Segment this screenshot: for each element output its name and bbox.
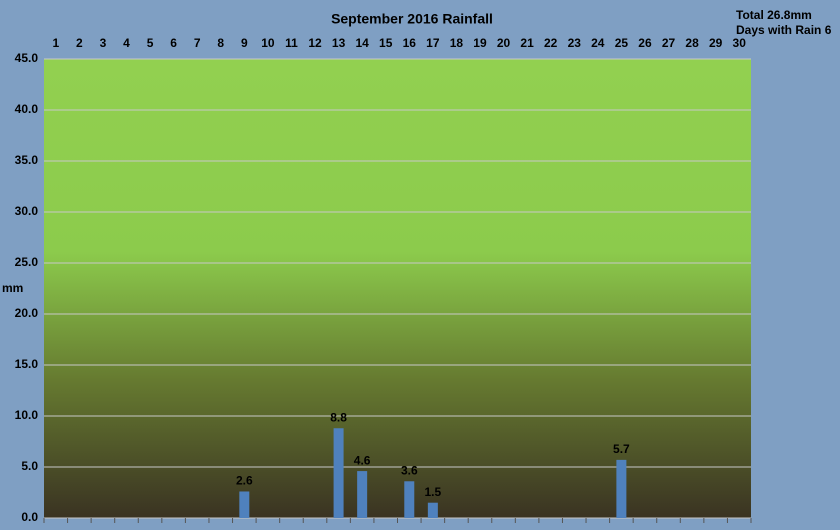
x-tick-label: 8 xyxy=(217,36,224,50)
x-tick-label: 16 xyxy=(403,36,417,50)
x-tick-label: 1 xyxy=(52,36,59,50)
y-tick-label: 15.0 xyxy=(15,357,39,371)
x-tick-label: 20 xyxy=(497,36,511,50)
x-tick-label: 17 xyxy=(426,36,440,50)
x-tick-label: 24 xyxy=(591,36,605,50)
x-tick-label: 23 xyxy=(568,36,582,50)
data-label: 3.6 xyxy=(401,463,418,477)
x-tick-label: 26 xyxy=(638,36,652,50)
bar xyxy=(333,428,344,518)
y-tick-label: 5.0 xyxy=(21,459,38,473)
x-tick-label: 7 xyxy=(194,36,201,50)
x-tick-label: 4 xyxy=(123,36,130,50)
x-tick-label: 29 xyxy=(709,36,723,50)
x-tick-label: 13 xyxy=(332,36,346,50)
x-tick-label: 14 xyxy=(355,36,369,50)
x-tick-label: 15 xyxy=(379,36,393,50)
y-tick-label: 45.0 xyxy=(15,51,39,65)
x-tick-label: 25 xyxy=(615,36,629,50)
annotation: Total 26.8mm xyxy=(736,8,812,22)
x-tick-label: 9 xyxy=(241,36,248,50)
x-tick-label: 21 xyxy=(520,36,534,50)
y-tick-label: 20.0 xyxy=(15,306,39,320)
data-label: 2.6 xyxy=(236,474,253,488)
y-tick-label: 40.0 xyxy=(15,102,39,116)
x-tick-label: 10 xyxy=(261,36,275,50)
bar xyxy=(427,502,438,518)
y-tick-label: 0.0 xyxy=(21,510,38,524)
bar xyxy=(616,459,627,518)
x-tick-label: 6 xyxy=(170,36,177,50)
x-tick-label: 11 xyxy=(285,36,298,50)
x-tick-label: 3 xyxy=(100,36,107,50)
y-tick-label: 25.0 xyxy=(15,255,39,269)
chart-title: September 2016 Rainfall xyxy=(331,11,493,27)
data-label: 4.6 xyxy=(354,453,371,467)
x-tick-label: 5 xyxy=(147,36,154,50)
x-tick-label: 22 xyxy=(544,36,558,50)
y-tick-label: 35.0 xyxy=(15,153,39,167)
y-tick-label: 30.0 xyxy=(15,204,39,218)
data-label: 5.7 xyxy=(613,442,630,456)
x-tick-label: 27 xyxy=(662,36,676,50)
bar xyxy=(404,481,415,518)
annotation: Days with Rain 6 xyxy=(736,23,832,37)
data-label: 8.8 xyxy=(330,410,347,424)
x-tick-label: 2 xyxy=(76,36,83,50)
x-tick-label: 19 xyxy=(473,36,487,50)
plot-area xyxy=(44,59,751,518)
x-tick-label: 18 xyxy=(450,36,464,50)
bar xyxy=(239,491,250,518)
x-tick-label: 28 xyxy=(685,36,699,50)
y-tick-label: 10.0 xyxy=(15,408,39,422)
bar xyxy=(357,471,368,518)
data-label: 1.5 xyxy=(425,485,442,499)
x-tick-label: 12 xyxy=(308,36,322,50)
y-axis-label: mm xyxy=(2,281,23,295)
x-tick-label: 30 xyxy=(733,36,747,50)
